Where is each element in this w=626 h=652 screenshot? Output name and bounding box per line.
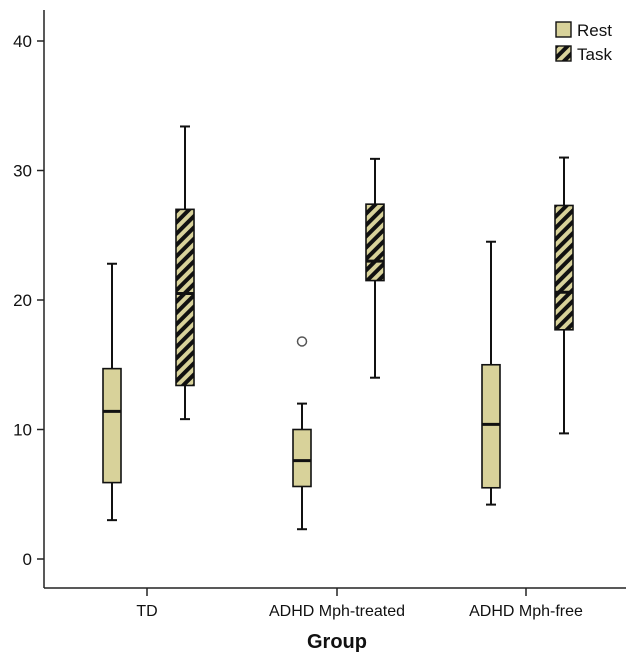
x-tick-label: ADHD Mph-free (469, 603, 583, 620)
plot-area (43, 10, 626, 589)
box-task-2 (554, 156, 574, 435)
x-tick-label: ADHD Mph-treated (269, 603, 405, 620)
legend: Rest Task (555, 21, 612, 64)
x-axis: TD ADHD Mph-treated ADHD Mph-free (136, 588, 583, 620)
legend-swatch-task (555, 45, 572, 62)
y-axis: 0 10 20 30 40 (13, 32, 44, 569)
box-iqr (365, 203, 385, 282)
box-iqr (175, 208, 195, 387)
x-tick-label: TD (136, 603, 157, 620)
box-iqr (554, 204, 574, 331)
legend-label-rest: Rest (577, 21, 612, 40)
box-iqr (292, 428, 312, 488)
y-tick-label: 40 (13, 32, 32, 51)
box-rest-2 (481, 240, 501, 506)
box-rest-1 (292, 336, 312, 531)
box-task-1 (365, 157, 385, 379)
box-series (102, 125, 574, 531)
y-tick-label: 0 (23, 550, 32, 569)
x-axis-title: Group (307, 631, 367, 652)
box-rest-0 (102, 262, 122, 522)
y-tick-label: 20 (13, 291, 32, 310)
box-iqr (102, 367, 122, 484)
y-tick-label: 10 (13, 421, 32, 440)
legend-swatch-rest (555, 21, 572, 38)
legend-label-task: Task (577, 45, 612, 64)
outlier-point (296, 336, 308, 347)
box-iqr (481, 363, 501, 489)
box-task-0 (175, 125, 195, 421)
y-tick-label: 30 (13, 162, 32, 181)
